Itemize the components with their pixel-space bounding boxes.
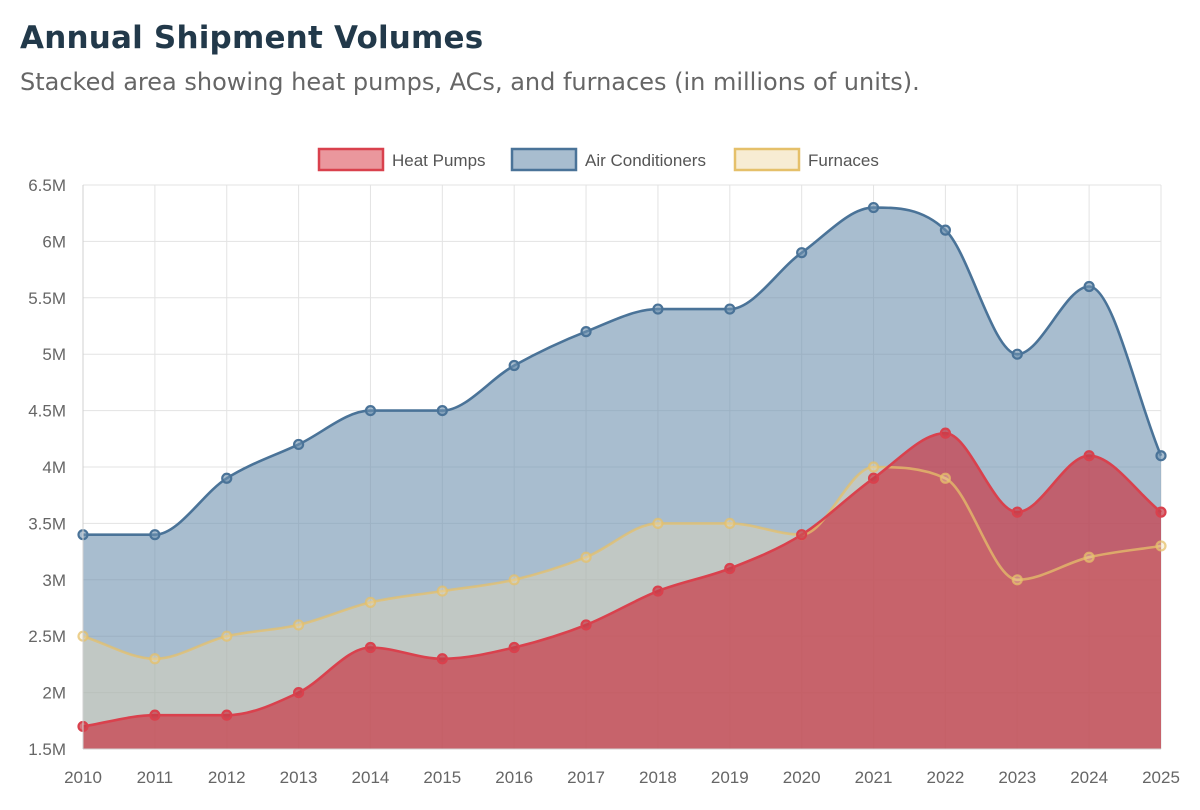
legend-swatch bbox=[510, 147, 578, 172]
x-tick-label: 2021 bbox=[855, 768, 893, 787]
x-tick-label: 2020 bbox=[783, 768, 821, 787]
data-point-furnaces bbox=[867, 461, 880, 473]
x-tick-label: 2019 bbox=[711, 768, 749, 787]
data-point-heat-pumps bbox=[939, 427, 952, 439]
y-tick-label: 5M bbox=[42, 345, 66, 364]
x-tick-label: 2012 bbox=[208, 768, 246, 787]
axis-labels: 1.5M 2M 2.5M 3M 3.5M 4M 4.5M 5M 5.5M 6M 6.5M 2010 20… bbox=[28, 176, 1180, 787]
y-tick-label: 2.5M bbox=[28, 627, 66, 646]
y-tick-label: 3.5M bbox=[28, 514, 66, 533]
legend: Heat Pumps Air Conditioners Furnaces bbox=[317, 147, 879, 172]
data-point-furnaces bbox=[580, 551, 592, 563]
legend-label: Air Conditioners bbox=[585, 151, 706, 170]
y-tick-label: 4.5M bbox=[28, 402, 66, 421]
y-tick-label: 5.5M bbox=[28, 289, 66, 308]
x-tick-label: 2018 bbox=[639, 768, 677, 787]
data-point-heat-pumps bbox=[436, 653, 448, 665]
data-point-furnaces bbox=[508, 574, 520, 586]
data-point-air-conditioners bbox=[1155, 450, 1167, 462]
data-point-air-conditioners bbox=[580, 326, 592, 338]
y-tick-label: 4M bbox=[42, 458, 66, 477]
data-point-furnaces bbox=[724, 517, 736, 530]
y-tick-label: 6.5M bbox=[28, 176, 66, 195]
data-point-air-conditioners bbox=[867, 201, 880, 214]
legend-swatch bbox=[733, 147, 801, 172]
x-tick-label: 2017 bbox=[567, 768, 605, 787]
data-point-air-conditioners bbox=[149, 529, 161, 541]
data-point-furnaces bbox=[652, 517, 664, 530]
data-point-furnaces bbox=[221, 630, 233, 642]
data-point-air-conditioners bbox=[293, 438, 305, 451]
area-heat-pumps bbox=[83, 433, 1161, 749]
x-tick-label: 2024 bbox=[1070, 768, 1108, 787]
data-point-furnaces bbox=[293, 619, 305, 631]
data-point-heat-pumps bbox=[221, 709, 233, 721]
data-point-furnaces bbox=[1155, 540, 1167, 552]
data-point-heat-pumps bbox=[364, 641, 377, 654]
x-tick-label: 2014 bbox=[352, 768, 390, 787]
data-points bbox=[77, 201, 1167, 733]
data-point-air-conditioners bbox=[436, 405, 448, 417]
data-point-air-conditioners bbox=[724, 303, 736, 315]
data-point-air-conditioners bbox=[1083, 280, 1095, 293]
data-point-heat-pumps bbox=[867, 472, 880, 484]
data-point-heat-pumps bbox=[293, 686, 305, 699]
y-tick-label: 2M bbox=[42, 684, 66, 703]
data-point-heat-pumps bbox=[1155, 506, 1167, 518]
x-tick-label: 2016 bbox=[495, 768, 533, 787]
legend-label: Heat Pumps bbox=[392, 151, 486, 170]
data-point-air-conditioners bbox=[1011, 348, 1023, 360]
data-point-heat-pumps bbox=[149, 709, 161, 721]
x-tick-label: 2025 bbox=[1142, 768, 1180, 787]
y-tick-label: 1.5M bbox=[28, 740, 66, 759]
x-tick-label: 2011 bbox=[137, 768, 174, 787]
data-point-heat-pumps bbox=[796, 529, 808, 541]
data-point-air-conditioners bbox=[939, 224, 952, 236]
x-tick-label: 2015 bbox=[423, 768, 461, 787]
line-furnaces bbox=[82, 465, 1162, 661]
chart-title: Annual Shipment Volumes bbox=[20, 20, 484, 56]
data-point-air-conditioners bbox=[364, 405, 377, 417]
data-point-air-conditioners bbox=[221, 472, 233, 484]
x-tick-label: 2023 bbox=[998, 768, 1036, 787]
data-point-furnaces bbox=[1011, 574, 1023, 586]
line-heat-pumps bbox=[82, 431, 1162, 728]
x-tick-label: 2013 bbox=[280, 768, 318, 787]
y-tick-label: 6M bbox=[42, 232, 66, 251]
y-tick-label: 3M bbox=[42, 571, 66, 590]
data-point-heat-pumps bbox=[652, 585, 664, 597]
data-point-heat-pumps bbox=[580, 619, 592, 631]
data-point-heat-pumps bbox=[724, 562, 736, 575]
x-tick-label: 2022 bbox=[926, 768, 964, 787]
x-tick-label: 2010 bbox=[64, 768, 102, 787]
chart-subtitle: Stacked area showing heat pumps, ACs, an… bbox=[20, 68, 920, 96]
data-point-furnaces bbox=[364, 596, 377, 608]
data-point-heat-pumps bbox=[508, 641, 520, 654]
data-point-air-conditioners bbox=[652, 303, 664, 315]
data-point-heat-pumps bbox=[1011, 506, 1023, 518]
data-point-heat-pumps bbox=[1083, 450, 1095, 462]
data-point-furnaces bbox=[149, 653, 161, 665]
legend-label: Furnaces bbox=[808, 151, 879, 170]
data-point-air-conditioners bbox=[508, 359, 520, 372]
data-point-furnaces bbox=[939, 472, 952, 484]
data-point-furnaces bbox=[1083, 551, 1095, 563]
data-point-air-conditioners bbox=[796, 247, 808, 259]
legend-swatch bbox=[317, 147, 385, 172]
data-point-furnaces bbox=[436, 585, 448, 597]
area-fills bbox=[83, 207, 1161, 750]
